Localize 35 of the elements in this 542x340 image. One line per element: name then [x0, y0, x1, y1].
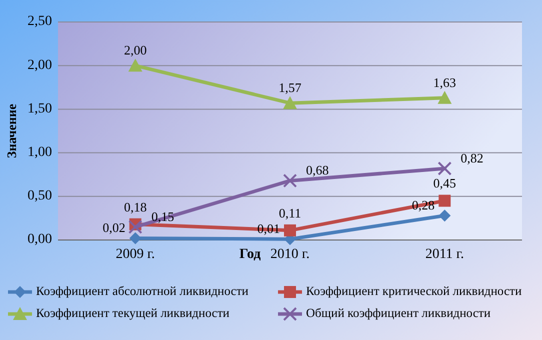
data-label: 0,28	[412, 198, 435, 213]
x-tick-label: 2010 г.	[270, 247, 310, 262]
data-label: 2,00	[124, 42, 147, 58]
point	[438, 90, 452, 104]
data-label: 0,68	[306, 162, 329, 178]
x-tick-label: 2009 г.	[116, 247, 155, 262]
data-label: 0,15	[151, 208, 174, 224]
y-tick-label: 1,50	[28, 101, 52, 116]
y-tick-label: 1,00	[28, 145, 52, 160]
legend-label: Коэффициент абсолютной ликвидности	[36, 284, 249, 298]
legend-label: Коэффициент критической ликвидности	[306, 284, 522, 298]
point	[284, 224, 296, 236]
point	[283, 174, 297, 188]
point	[438, 194, 451, 207]
point	[283, 96, 297, 110]
y-tick-label: 2,50	[28, 14, 52, 30]
y-tick-label: 0,00	[28, 232, 52, 248]
y-tick-label: 0,50	[28, 188, 52, 204]
legend-label: Общий коэффициент ликвидности	[306, 306, 491, 320]
point	[438, 161, 452, 176]
data-label: 0,11	[278, 205, 302, 220]
x-axis-title: Год	[239, 247, 261, 262]
data-label: 1,57	[278, 80, 302, 96]
data-label: 0,18	[124, 199, 147, 214]
data-label: 1,63	[433, 74, 456, 90]
point	[128, 58, 142, 72]
data-label: 0,82	[460, 150, 484, 166]
legend-label: Коэффициент текущей ликвидности	[36, 306, 230, 320]
y-axis-title: Значение	[4, 104, 19, 158]
point	[128, 220, 142, 234]
x-tick-label: 2011 г.	[425, 247, 464, 262]
data-label: 0,02	[102, 220, 126, 236]
y-tick-label: 2,00	[28, 58, 52, 73]
data-label: 0,45	[433, 176, 456, 191]
point	[438, 210, 451, 222]
